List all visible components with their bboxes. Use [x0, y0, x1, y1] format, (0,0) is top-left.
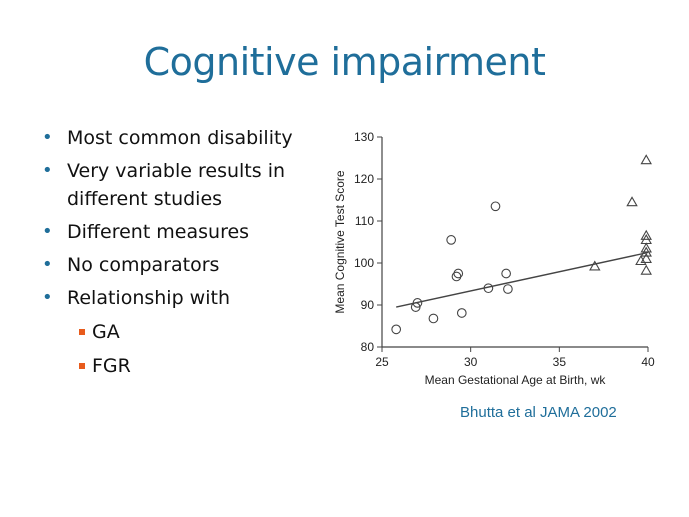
bullet-list: • Most common disability • Very variable… — [40, 124, 320, 386]
bullet-item: • Different measures — [40, 218, 320, 246]
y-tick-label: 120 — [354, 172, 374, 186]
data-point-triangle — [640, 246, 652, 257]
sub-bullet-item: GA — [67, 318, 320, 346]
y-tick-label: 90 — [361, 298, 375, 312]
data-point-triangle — [640, 242, 652, 253]
data-point-triangle — [635, 254, 647, 266]
trend-line — [396, 251, 649, 308]
slide-title: Cognitive impairment — [143, 40, 546, 84]
bullet-item: • Most common disability — [40, 124, 320, 152]
data-point-triangle — [640, 229, 652, 240]
x-tick-label: 30 — [464, 355, 478, 369]
sub-bullet-list: GA FGR — [67, 318, 320, 380]
data-point-circle — [456, 308, 467, 318]
bullet-item: • Relationship with GA FGR — [40, 284, 320, 380]
x-tick-label: 25 — [375, 355, 389, 369]
data-point-circle — [453, 268, 464, 279]
bullet-dot-icon: • — [42, 287, 53, 308]
data-point-circle — [412, 298, 423, 308]
data-point-circle — [410, 302, 421, 312]
data-point-circle — [490, 201, 501, 212]
y-tick-label: 100 — [354, 256, 374, 270]
square-bullet-icon — [79, 363, 85, 369]
bullet-text: Different measures — [67, 221, 250, 243]
data-point-circle — [483, 283, 494, 294]
data-point-circle — [501, 268, 511, 279]
data-point-triangle — [640, 264, 652, 275]
bullet-dot-icon: • — [42, 221, 53, 242]
data-point-triangle — [640, 154, 652, 165]
bullet-text: No comparators — [67, 254, 220, 276]
data-point-triangle — [589, 260, 601, 271]
x-axis-label: Mean Gestational Age at Birth, wk — [425, 373, 607, 387]
data-point-triangle — [640, 252, 652, 263]
y-tick-label: 130 — [354, 130, 374, 144]
bullet-dot-icon: • — [42, 127, 53, 148]
sub-bullet-text: GA — [92, 321, 120, 343]
y-tick-label: 110 — [355, 214, 374, 228]
bullet-text: Most common disability — [67, 127, 293, 149]
citation: Bhutta et al JAMA 2002 — [460, 404, 617, 421]
sub-bullet-text: FGR — [92, 355, 131, 377]
bullet-dot-icon: • — [42, 254, 53, 275]
square-bullet-icon — [79, 329, 85, 335]
data-point-circle — [391, 324, 402, 335]
bullet-text: Relationship with — [67, 287, 230, 309]
data-point-circle — [451, 271, 462, 282]
data-point-circle — [503, 284, 513, 294]
scatter-chart: 80 90 100 110 120 130 25 30 35 40 Mean Gestational… — [333, 130, 655, 387]
data-point-circle — [446, 235, 457, 245]
bullet-text: Very variable results in different studi… — [67, 160, 286, 210]
bullet-dot-icon: • — [42, 160, 53, 181]
x-tick-label: 40 — [641, 355, 655, 369]
x-tick-label: 35 — [553, 355, 567, 369]
bullet-item: • No comparators — [40, 251, 320, 279]
y-axis-label: Mean Cognitive Test Score — [333, 170, 347, 314]
bullet-item: • Very variable results in different stu… — [40, 157, 320, 213]
sub-bullet-item: FGR — [67, 352, 320, 380]
data-point-triangle — [626, 196, 638, 207]
y-tick-label: 80 — [361, 340, 375, 354]
data-point-circle — [428, 313, 439, 324]
